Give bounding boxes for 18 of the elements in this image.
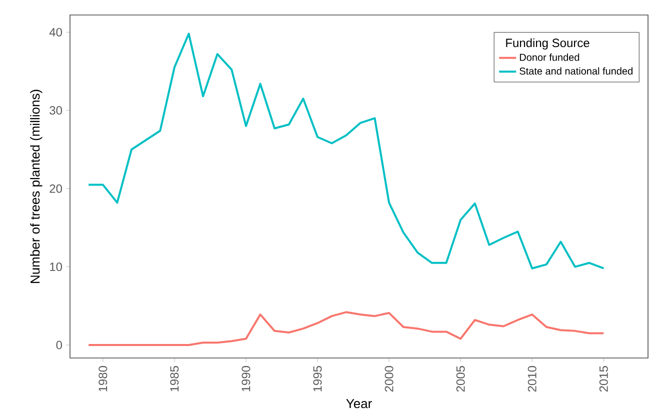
x-tick-label: 2000 — [384, 366, 394, 392]
legend-title: Funding Source — [506, 38, 590, 50]
x-tick-label: 2010 — [528, 366, 536, 392]
x-tick-label: 2005 — [456, 366, 465, 392]
legend-label: Donor funded — [520, 54, 580, 61]
x-tick-label: 2015 — [599, 366, 608, 392]
y-tick-label: 10 — [50, 262, 62, 272]
x-tick-label: 1980 — [98, 366, 108, 392]
y-tick-label: 30 — [50, 106, 62, 115]
y-axis-title: Number of trees planted (millions) — [30, 90, 42, 283]
legend-label: State and national funded — [520, 67, 632, 75]
y-tick-label: 40 — [49, 28, 62, 36]
y-tick-label: 20 — [50, 184, 62, 193]
x-tick-label: 1985 — [170, 366, 179, 392]
x-tick-label: 1995 — [313, 366, 322, 392]
y-tick-label: 0 — [56, 340, 62, 350]
x-tick-label: 1990 — [242, 366, 250, 392]
x-axis-title: Year — [346, 399, 372, 408]
